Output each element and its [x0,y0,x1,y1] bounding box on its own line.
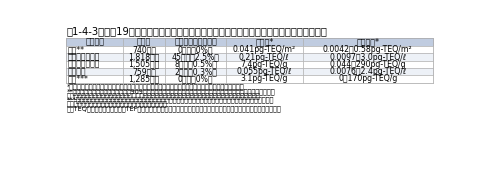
Text: 環境媒体: 環境媒体 [85,37,104,46]
Bar [66,37,433,83]
Bar [226,46,303,53]
Bar [123,68,165,75]
Bar [226,61,303,68]
Bar [303,37,433,46]
Text: 表1-4-3　平成19年度ダイオキシン類に係る環境調査結果（モニタリングデータ）（概要）: 表1-4-3 平成19年度ダイオキシン類に係る環境調査結果（モニタリングデータ）… [66,26,327,36]
Text: 0.041pg-TEQ/m²: 0.041pg-TEQ/m² [233,45,296,54]
Text: 1,285地点: 1,285地点 [129,74,160,83]
Bar [165,61,226,68]
Text: 2地点（0.3%）: 2地点（0.3%） [174,67,217,76]
Text: 0地点（0%）: 0地点（0%） [178,45,213,54]
Text: 0.0097～3.0pg-TEQ/ℓ: 0.0097～3.0pg-TEQ/ℓ [329,52,406,62]
Bar [226,37,303,46]
Bar [66,46,123,53]
Bar [303,75,433,83]
Bar [66,61,123,68]
Bar [226,68,303,75]
Bar [123,75,165,83]
Bar [303,46,433,53]
Text: 公共用水域底質: 公共用水域底質 [68,60,100,69]
Text: 0.055pg-TEQ/ℓ: 0.055pg-TEQ/ℓ [237,67,292,76]
Bar [226,75,303,83]
Text: 大気**: 大気** [68,45,85,54]
Bar [226,53,303,61]
Text: 地点数: 地点数 [137,37,151,46]
Text: 7.4pg-TEQ/g: 7.4pg-TEQ/g [241,60,288,69]
Bar [123,53,165,61]
Bar [123,61,165,68]
Text: 45地点（2.5%）: 45地点（2.5%） [171,52,220,62]
Text: 740地点: 740地点 [132,45,156,54]
Text: 注：TEQとは、毒性等価係数（TEF）を用いてダイオキシン類の毒性を足し合わせた値（通常、毒性等量という。）。: 注：TEQとは、毒性等価係数（TEF）を用いてダイオキシン類の毒性を足し合わせた… [66,105,281,112]
Bar [123,46,165,53]
Text: 0.21pg-TEQ/ℓ: 0.21pg-TEQ/ℓ [239,52,290,62]
Text: 公共用水域水質: 公共用水域水質 [68,52,100,62]
Bar [303,61,433,68]
Text: ***：土壌については、環境の一般的状況を調査（一般環境把握調査及び発生源周辺状況把握調査）した結果であり、: ***：土壌については、環境の一般的状況を調査（一般環境把握調査及び発生源周辺状… [66,96,274,103]
Text: 0.044～290pg-TEQ/g: 0.044～290pg-TEQ/g [330,60,406,69]
Text: 0.0042～0.58pg-TEQ/m²: 0.0042～0.58pg-TEQ/m² [323,45,412,54]
Bar [66,75,123,83]
Text: 平均値*: 平均値* [255,37,273,46]
Text: 地下水質: 地下水質 [68,67,86,76]
Text: 8地点（0.5%）: 8地点（0.5%） [174,60,217,69]
Bar [165,75,226,83]
Bar [165,53,226,61]
Text: 759地点: 759地点 [132,67,156,76]
Text: 1,818地点: 1,818地点 [129,52,160,62]
Bar [303,68,433,75]
Bar [123,37,165,46]
Bar [165,37,226,46]
Bar [165,46,226,53]
Bar [66,37,123,46]
Text: 汚染範囲を確定するための調査等の結果は含まない。: 汚染範囲を確定するための調査等の結果は含まない。 [66,101,167,107]
Text: **：大気については、全調査地点（909地点）のうち、年間平均値を環境基準により評価することとしている地点に: **：大気については、全調査地点（909地点）のうち、年間平均値を環境基準により… [66,88,275,95]
Bar [66,68,123,75]
Text: 濃度範囲*: 濃度範囲* [356,37,379,46]
Text: 3.1pg-TEQ/g: 3.1pg-TEQ/g [241,74,288,83]
Text: ついての結果であり、環境省の定点調査結果及び大気汚染防止法政令市が独自に実施した調査結果を含む。: ついての結果であり、環境省の定点調査結果及び大気汚染防止法政令市が独自に実施した… [66,92,260,99]
Text: 0地点（0%）: 0地点（0%） [178,74,213,83]
Text: 土壌***: 土壌*** [68,74,89,83]
Text: 1,505地点: 1,505地点 [129,60,160,69]
Bar [165,68,226,75]
Text: 0.0076～2.4pg-TEQ/ℓ: 0.0076～2.4pg-TEQ/ℓ [329,67,407,76]
Text: *：平均値は各地点の年間平均値の平均値であり、濃度範囲は年間平均値の最小値及び最大値である。: *：平均値は各地点の年間平均値の平均値であり、濃度範囲は年間平均値の最小値及び最… [66,84,244,90]
Bar [303,53,433,61]
Bar [66,53,123,61]
Text: 0～170pg-TEQ/g: 0～170pg-TEQ/g [338,74,397,83]
Text: 環境基準超過地点数: 環境基準超過地点数 [174,37,217,46]
